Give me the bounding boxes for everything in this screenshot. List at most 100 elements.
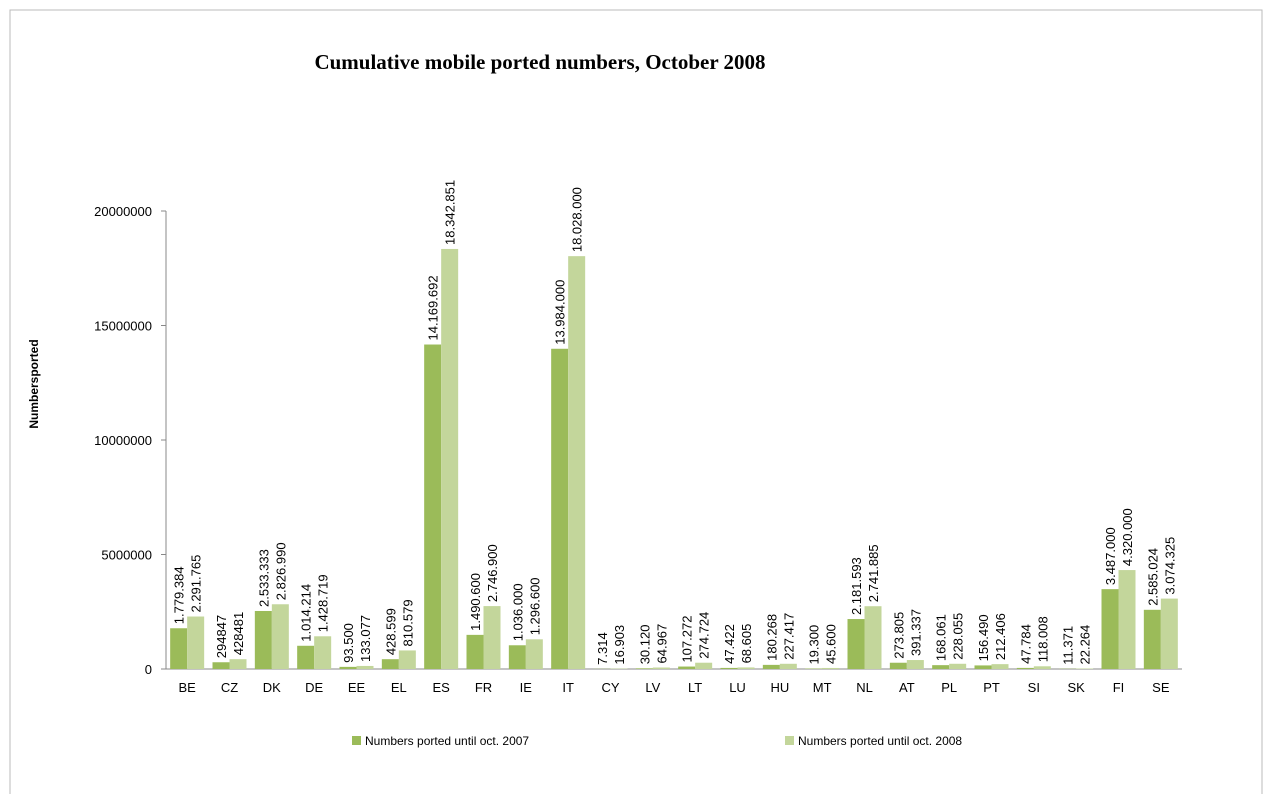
value-label: 47.422 <box>722 624 737 664</box>
legend-label: Numbers ported until oct. 2007 <box>365 734 529 748</box>
bar <box>1118 570 1136 669</box>
value-label: 168.061 <box>934 614 949 661</box>
x-tick-label: CY <box>601 680 619 695</box>
bar <box>254 610 272 669</box>
value-label: 2.826.990 <box>273 542 288 600</box>
bar <box>356 665 374 669</box>
x-tick-label: DE <box>305 680 323 695</box>
value-label: 2.746.900 <box>485 544 500 602</box>
value-label: 93.500 <box>341 623 356 663</box>
frame <box>9 9 1263 794</box>
value-label: 2.533.333 <box>256 549 271 607</box>
value-label: 1.014.214 <box>299 584 314 642</box>
bar <box>1016 667 1034 669</box>
x-tick-label: LU <box>729 680 746 695</box>
x-tick-label: SE <box>1152 680 1170 695</box>
legend-swatch <box>352 736 361 745</box>
x-tick-label: SK <box>1067 680 1085 695</box>
x-tick-label: IE <box>520 680 533 695</box>
value-label: 133.077 <box>358 615 373 662</box>
value-label: 7.314 <box>595 632 610 665</box>
bar <box>508 645 526 669</box>
x-tick-label: SI <box>1028 680 1040 695</box>
value-label: 2.291.765 <box>189 555 204 613</box>
value-label: 3.487.000 <box>1103 527 1118 585</box>
value-label: 1.490.600 <box>468 573 483 631</box>
x-tick-label: EL <box>391 680 407 695</box>
bar <box>762 664 780 669</box>
bar <box>1160 598 1178 669</box>
bar <box>1143 609 1161 669</box>
value-label: 118.008 <box>1035 616 1050 662</box>
bar <box>906 660 924 669</box>
x-tick-label: DK <box>263 680 281 695</box>
bar <box>779 663 797 669</box>
bar <box>720 667 738 669</box>
value-label: 294847 <box>214 615 229 658</box>
value-label: 156.490 <box>976 614 991 661</box>
bar <box>483 606 501 669</box>
value-label: 428481 <box>231 612 246 655</box>
value-label: 227.417 <box>781 613 796 660</box>
x-tick-label: HU <box>770 680 789 695</box>
x-tick-label: CZ <box>221 680 238 695</box>
bar <box>525 639 543 669</box>
value-label: 22.264 <box>1078 625 1093 665</box>
bar <box>229 659 247 669</box>
value-label: 18.028.000 <box>570 187 585 252</box>
value-label: 45.600 <box>824 624 839 664</box>
value-label: 391.337 <box>908 609 923 656</box>
x-tick-label: LT <box>688 680 702 695</box>
bar <box>314 636 332 669</box>
bar <box>949 663 967 669</box>
value-label: 1.428.719 <box>316 574 331 632</box>
bar <box>212 662 230 669</box>
value-label: 68.605 <box>739 624 754 664</box>
value-label: 1.296.600 <box>527 577 542 635</box>
y-tick-label: 20000000 <box>94 204 152 219</box>
bar <box>568 256 586 669</box>
value-label: 428.599 <box>383 608 398 655</box>
bar <box>187 616 205 669</box>
bar <box>652 667 670 669</box>
bar <box>424 344 442 669</box>
chart-title: Cumulative mobile ported numbers, Octobe… <box>314 50 765 74</box>
value-label: 810.579 <box>400 599 415 646</box>
bar <box>678 666 696 669</box>
bar <box>991 664 1009 669</box>
value-label: 14.169.692 <box>426 275 441 340</box>
value-label: 212.406 <box>993 613 1008 660</box>
bar <box>339 666 357 669</box>
bar <box>695 662 713 669</box>
y-tick-label: 15000000 <box>94 319 152 334</box>
value-label: 13.984.000 <box>553 280 568 345</box>
bar <box>297 645 315 669</box>
value-label: 273.805 <box>891 612 906 659</box>
bar <box>1033 666 1051 669</box>
value-label: 228.055 <box>951 613 966 660</box>
value-label: 2.741.885 <box>866 544 881 602</box>
value-label: 274.724 <box>697 612 712 659</box>
bar <box>551 348 569 669</box>
bar <box>466 634 484 669</box>
value-label: 19.300 <box>807 625 822 665</box>
value-label: 16.903 <box>612 625 627 665</box>
value-label: 4.320.000 <box>1120 508 1135 566</box>
value-label: 30.120 <box>637 625 652 665</box>
x-tick-label: NL <box>856 680 873 695</box>
bar <box>974 665 992 669</box>
bar <box>847 619 865 669</box>
bar <box>635 668 653 669</box>
value-label: 1.779.384 <box>172 566 187 624</box>
x-tick-label: LV <box>645 680 660 695</box>
value-label: 2.585.024 <box>1145 548 1160 606</box>
y-tick-label: 5000000 <box>101 548 152 563</box>
y-tick-label: 0 <box>145 662 152 677</box>
bar <box>398 650 416 669</box>
bar <box>381 659 399 669</box>
x-tick-label: FR <box>475 680 492 695</box>
bar <box>864 606 882 669</box>
legend-label: Numbers ported until oct. 2008 <box>798 734 962 748</box>
value-label: 107.272 <box>680 616 695 663</box>
